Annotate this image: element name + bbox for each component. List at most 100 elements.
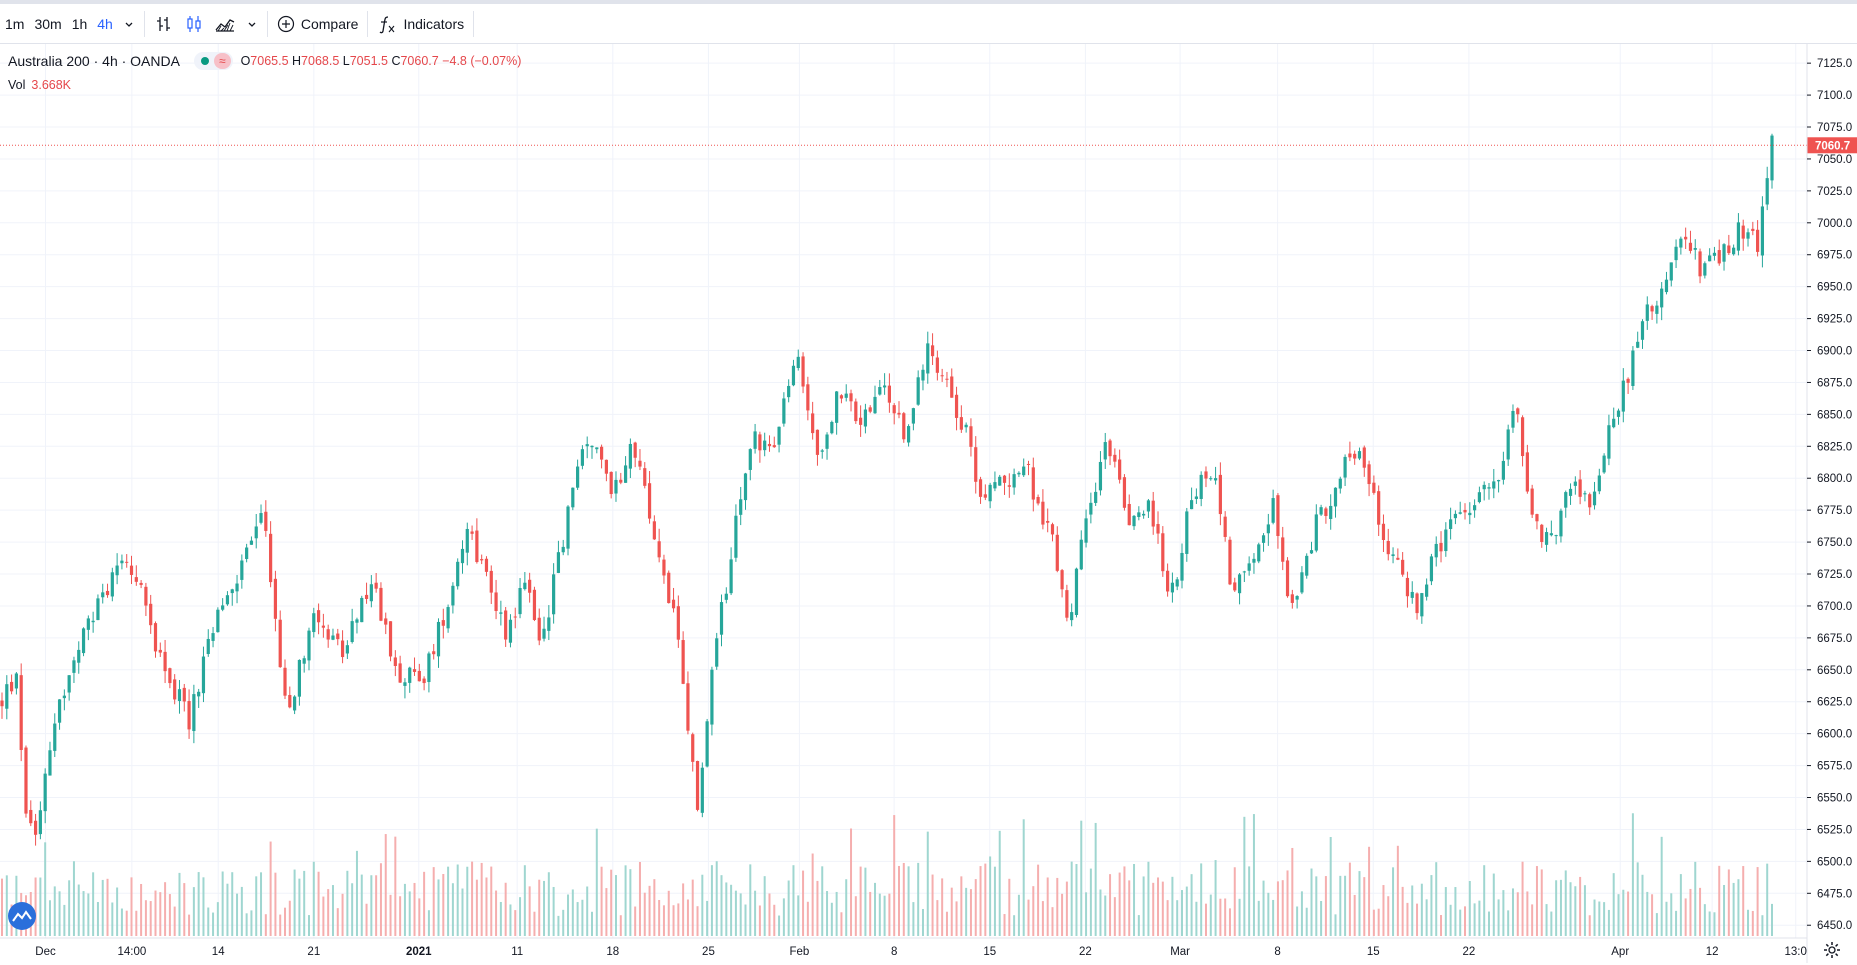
candle-body (1640, 321, 1645, 340)
candle-body (887, 385, 891, 403)
volume-bar (1406, 902, 1409, 936)
volume-bar (1075, 864, 1078, 936)
price-chart[interactable]: 7060.7 6450.0 6475.0 6500.0 6525.0 6550.0 657… (0, 44, 1857, 963)
volume-bar (365, 903, 368, 936)
y-tick-label: 6575.0 (1817, 761, 1852, 773)
volume-bar (1555, 880, 1558, 936)
candle-body (1333, 487, 1338, 507)
volume-bar (595, 828, 598, 936)
candle-body (1218, 474, 1222, 515)
interval-1h[interactable]: 1h (71, 15, 88, 32)
volume-bar (427, 910, 430, 936)
volume-bar (1272, 899, 1275, 936)
area-icon[interactable] (209, 4, 241, 44)
interval-dropdown-chevron-icon[interactable] (118, 4, 140, 44)
volume-bar (5, 875, 8, 936)
volume-bar (58, 891, 61, 936)
volume-bar (1171, 876, 1174, 936)
candle-body (1444, 529, 1448, 552)
candle-body (1290, 594, 1294, 603)
volume-bar (926, 831, 929, 936)
candle-body (614, 479, 618, 494)
candle-body (681, 640, 685, 684)
volume-bar (1286, 870, 1289, 936)
compare-button[interactable]: Compare (272, 4, 364, 44)
settings-gear-icon[interactable] (1822, 940, 1842, 960)
volume-bar (1646, 891, 1649, 936)
price-axis: 6450.0 6475.0 6500.0 6525.0 6550.0 6575.0 6600… (1807, 58, 1852, 932)
volume-bar (715, 861, 718, 936)
candle-body (331, 635, 335, 640)
candle-body (662, 559, 666, 576)
candle-body (1079, 539, 1083, 570)
candle-body (619, 479, 623, 483)
candle-body (1324, 508, 1328, 516)
volume-bar (965, 887, 968, 936)
candle-body (743, 473, 748, 501)
indicators-button[interactable]: Indicators (372, 4, 469, 44)
tradingview-logo-icon[interactable] (8, 902, 36, 930)
candle-body (235, 583, 239, 592)
y-tick-label: 6925.0 (1817, 314, 1852, 326)
y-tick-label: 7100.0 (1817, 90, 1852, 102)
volume-bar (1003, 914, 1006, 936)
candle-body (844, 393, 848, 398)
candle-body (1751, 228, 1755, 231)
volume-bar (1723, 884, 1726, 936)
candle-body (1276, 495, 1280, 537)
volume-bar (1085, 892, 1088, 936)
candle-body (67, 675, 71, 693)
candle-body (1520, 417, 1525, 457)
volume-bar (135, 910, 138, 936)
volume-bar (1694, 861, 1697, 936)
candle-body (1535, 514, 1539, 522)
candle-body (120, 560, 124, 564)
candle-body (144, 586, 148, 606)
candle-body (1204, 471, 1208, 479)
candle-body (1237, 574, 1242, 594)
indicators-label: Indicators (403, 15, 465, 32)
candle-body (748, 449, 752, 470)
candle-body (1108, 440, 1112, 457)
x-tick-label: 14 (212, 946, 225, 958)
candle-body (954, 394, 959, 418)
candle-body (0, 700, 4, 707)
volume-bar (1099, 889, 1102, 936)
candle-body (1261, 535, 1266, 543)
interval-30m[interactable]: 30m (34, 15, 62, 32)
volume-bar (778, 915, 781, 936)
candle-body (518, 587, 522, 615)
candle-body (1103, 442, 1107, 460)
candle-body (974, 447, 978, 482)
volume-bar (1665, 901, 1668, 936)
volume-bar (907, 866, 910, 936)
candle-body (1588, 494, 1592, 508)
candle-body (5, 684, 9, 709)
candles-icon[interactable] (179, 4, 209, 44)
candle-body (1213, 478, 1218, 481)
volume-bar (533, 911, 536, 936)
volume-bar (1252, 814, 1255, 936)
market-status-pill[interactable]: ≈ (193, 52, 233, 70)
volume-bar (1440, 915, 1443, 936)
candle-body (1209, 478, 1213, 480)
volume-bar (1142, 876, 1145, 936)
candle-body (839, 395, 844, 399)
interval-1m[interactable]: 1m (5, 15, 25, 32)
volume-bar (912, 902, 915, 936)
candle-body (1122, 477, 1127, 508)
volume-bar (504, 882, 507, 936)
candle-body (1564, 492, 1568, 508)
candle-body (715, 638, 719, 667)
volume-bar (1305, 907, 1308, 936)
chart-type-chevron-icon[interactable] (241, 4, 263, 44)
x-tick-label: 21 (307, 946, 320, 958)
bar-style-icon[interactable] (149, 4, 179, 44)
interval-4h[interactable]: 4h (97, 15, 113, 32)
volume-bar (1157, 877, 1160, 936)
volume-bar (1756, 867, 1759, 936)
y-tick-label: 6775.0 (1817, 505, 1852, 517)
volume-bar (461, 888, 464, 936)
volume-bar (1147, 861, 1150, 936)
volume-bar (1061, 893, 1064, 936)
